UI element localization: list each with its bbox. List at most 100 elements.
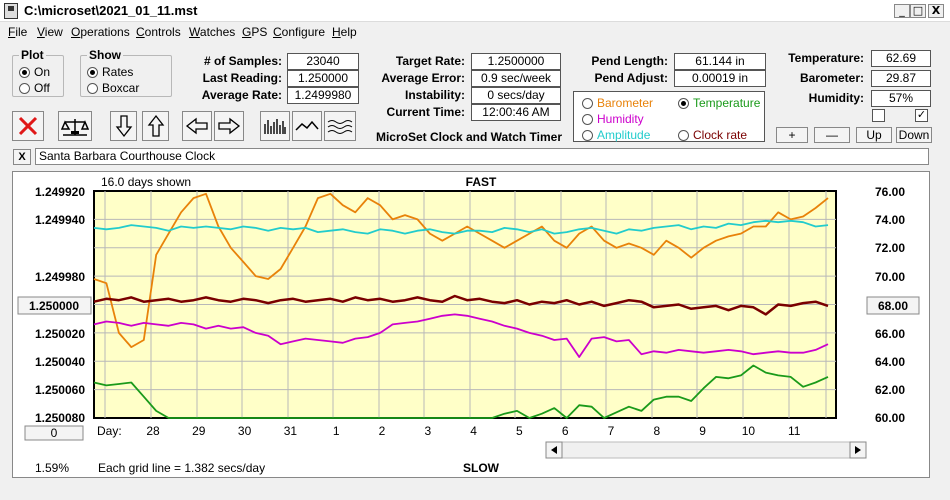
pend-length-value: 61.144 in bbox=[674, 53, 766, 70]
arrow-left-icon bbox=[185, 117, 208, 135]
radio-icon bbox=[678, 129, 689, 141]
up-arrow-button[interactable] bbox=[142, 111, 169, 141]
right-tick-label: 76.00 bbox=[875, 185, 905, 199]
day-tick-label: 31 bbox=[284, 424, 298, 438]
pend-adjust-value[interactable]: 0.00019 in bbox=[674, 70, 766, 87]
right-tick-label: 74.00 bbox=[875, 213, 905, 227]
menu-watches[interactable]: Watches bbox=[189, 25, 236, 39]
left-tick-label: 1.249920 bbox=[35, 185, 85, 199]
day-tick-label: 6 bbox=[562, 424, 569, 438]
title-bar: C:\microset\2021_01_11.mst _ □ X bbox=[0, 0, 950, 22]
samples-value: 23040 bbox=[287, 53, 359, 70]
minimize-button[interactable]: _ bbox=[894, 4, 910, 18]
day-tick-label: 8 bbox=[653, 424, 660, 438]
close-window-button[interactable]: X bbox=[928, 4, 944, 18]
menu-bar: File View Operations Controls Watches GP… bbox=[0, 23, 950, 41]
amplitude-radio[interactable]: Amplitude bbox=[582, 128, 650, 142]
chart-panel: 16.0 days shown FAST SLOW Each grid line = … bbox=[12, 171, 930, 478]
plot-on-radio[interactable]: On bbox=[19, 65, 50, 79]
right-tick-label: 66.00 bbox=[875, 327, 905, 341]
zero-button[interactable] bbox=[24, 425, 84, 441]
humidity-label: Humidity: bbox=[808, 91, 864, 105]
grid-note-label: Each grid line = 1.382 secs/day bbox=[98, 461, 265, 475]
right-tick-label: 60.00 bbox=[875, 411, 905, 425]
scale-icon bbox=[61, 119, 89, 136]
clear-description-button[interactable]: X bbox=[13, 149, 31, 165]
right-checkbox[interactable]: ✓ bbox=[915, 109, 928, 122]
left-arrow-button[interactable] bbox=[182, 111, 212, 141]
smooth-view-button[interactable] bbox=[324, 111, 356, 141]
stop-button[interactable] bbox=[12, 111, 44, 141]
red-x-icon bbox=[18, 116, 38, 136]
menu-view[interactable]: View bbox=[37, 25, 63, 39]
day-tick-label: 29 bbox=[192, 424, 206, 438]
samples-label: # of Samples: bbox=[203, 54, 282, 68]
temperature-value: 62.69 bbox=[871, 50, 931, 67]
show-rates-radio[interactable]: Rates bbox=[87, 65, 133, 79]
series-line-barometer bbox=[93, 192, 829, 348]
left-tick-label: 1.249980 bbox=[35, 270, 85, 284]
humidity-value: 57% bbox=[871, 90, 931, 107]
left-tick-label: 1.250040 bbox=[35, 355, 85, 369]
radio-icon bbox=[582, 129, 593, 141]
menu-help[interactable]: Help bbox=[332, 25, 357, 39]
right-center-button[interactable] bbox=[866, 296, 920, 315]
radio-icon bbox=[19, 82, 30, 94]
percent-label: 1.59% bbox=[35, 461, 69, 475]
right-center-label: 68.00 bbox=[878, 299, 908, 313]
horizontal-scrollbar[interactable] bbox=[545, 441, 867, 459]
day-tick-label: 28 bbox=[146, 424, 160, 438]
balance-button[interactable] bbox=[58, 111, 92, 141]
last-reading-label: Last Reading: bbox=[202, 71, 282, 85]
current-time-label: Current Time: bbox=[386, 105, 465, 119]
bars-view-button[interactable] bbox=[260, 111, 290, 141]
radio-icon bbox=[582, 113, 593, 125]
bar-graph-icon bbox=[264, 119, 286, 134]
radio-icon bbox=[87, 82, 98, 94]
show-boxcar-radio[interactable]: Boxcar bbox=[87, 81, 139, 95]
target-rate-value: 1.2500000 bbox=[471, 53, 561, 70]
plot-group: Plot On Off bbox=[12, 48, 64, 97]
app-name: MicroSet Clock and Watch Timer bbox=[375, 130, 563, 144]
description-field[interactable]: Santa Barbara Courthouse Clock bbox=[35, 148, 929, 165]
plot-off-radio[interactable]: Off bbox=[19, 81, 50, 95]
humidity-radio[interactable]: Humidity bbox=[582, 112, 644, 126]
wave-graph-icon bbox=[327, 120, 353, 134]
instability-label: Instability: bbox=[404, 88, 465, 102]
down-arrow-button[interactable] bbox=[110, 111, 137, 141]
temperature-radio[interactable]: Temperature bbox=[678, 96, 760, 110]
menu-configure[interactable]: Configure bbox=[273, 25, 326, 39]
target-rate-label: Target Rate: bbox=[395, 54, 465, 68]
day-tick-label: 5 bbox=[516, 424, 523, 438]
menu-controls[interactable]: Controls bbox=[136, 25, 181, 39]
line-graph-icon bbox=[295, 120, 319, 131]
menu-gps[interactable]: GPS bbox=[242, 25, 268, 39]
left-center-button[interactable] bbox=[17, 296, 92, 315]
series-line-clock-rate bbox=[93, 294, 829, 316]
slow-label: SLOW bbox=[463, 461, 500, 475]
line-view-button[interactable] bbox=[292, 111, 322, 141]
window-title: C:\microset\2021_01_11.mst bbox=[24, 3, 198, 18]
radio-selected-icon bbox=[87, 66, 98, 78]
down-button[interactable]: Down bbox=[896, 127, 932, 143]
day-tick-label: 9 bbox=[699, 424, 706, 438]
series-line-humidity bbox=[93, 313, 829, 358]
clock-rate-radio[interactable]: Clock rate bbox=[678, 128, 747, 142]
series-line-temperature bbox=[93, 364, 829, 419]
menu-operations[interactable]: Operations bbox=[71, 25, 130, 39]
maximize-button[interactable]: □ bbox=[910, 4, 926, 18]
left-checkbox[interactable] bbox=[872, 109, 885, 122]
right-arrow-button[interactable] bbox=[214, 111, 244, 141]
temperature-label: Temperature: bbox=[788, 51, 864, 65]
barometer-radio[interactable]: Barometer bbox=[582, 96, 653, 110]
arrow-down-icon bbox=[115, 115, 132, 138]
right-tick-label: 64.00 bbox=[875, 355, 905, 369]
right-tick-label: 62.00 bbox=[875, 383, 905, 397]
pend-adjust-label: Pend Adjust: bbox=[594, 71, 668, 85]
minus-button[interactable]: — bbox=[814, 127, 850, 143]
menu-file[interactable]: File bbox=[8, 25, 28, 39]
plus-button[interactable]: + bbox=[776, 127, 808, 143]
up-button[interactable]: Up bbox=[856, 127, 892, 143]
radio-icon bbox=[582, 97, 593, 109]
radio-selected-icon bbox=[678, 97, 689, 109]
